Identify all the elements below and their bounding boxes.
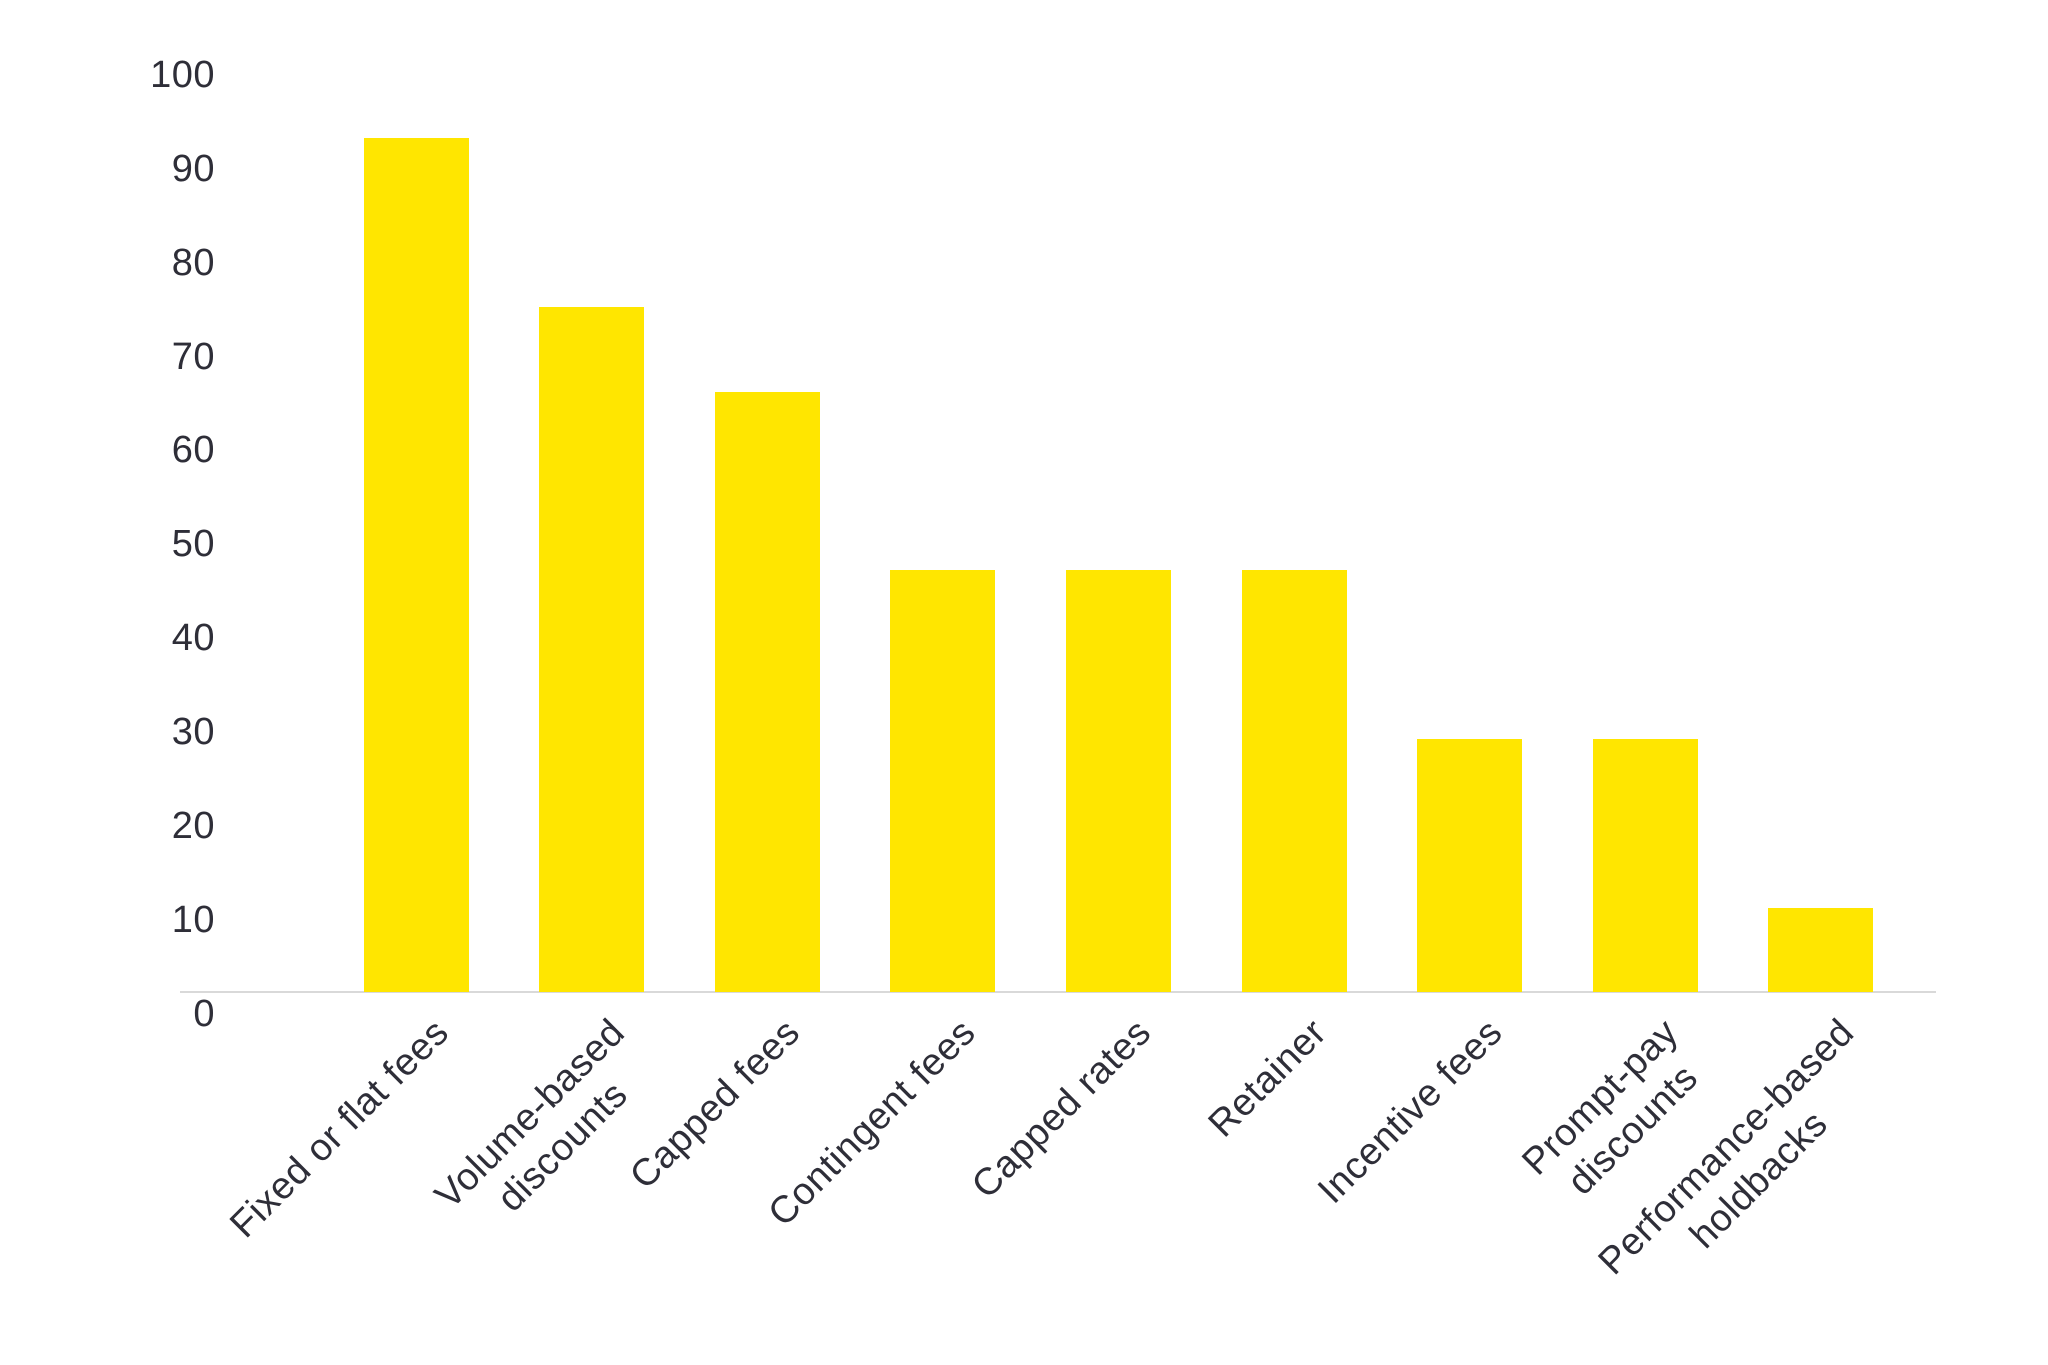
bar [363,138,469,993]
x-axis-line [180,991,1936,993]
x-category-label: Volume-based discounts [426,1011,636,1221]
y-tick-label: 0 [193,992,215,1035]
bar [1065,570,1171,993]
y-tick-label: 30 [171,710,215,753]
bar [714,391,820,993]
x-category-label: Capped fees [622,1011,809,1198]
bar [890,570,996,993]
x-category-label: Fixed or flat fees [222,1011,458,1247]
y-tick-label: 70 [171,335,215,378]
bar [539,307,645,993]
bar [1592,739,1698,993]
bar [1241,570,1347,993]
y-tick-label: 20 [171,804,215,847]
x-category-label: Incentive fees [1310,1011,1511,1212]
x-category-label: Retainer [1201,1011,1336,1146]
bar [1417,739,1523,993]
y-tick-label: 40 [171,617,215,660]
y-tick-label: 90 [171,147,215,190]
bar [1768,908,1874,993]
y-tick-label: 60 [171,429,215,472]
y-tick-label: 10 [171,898,215,941]
x-category-label: Capped rates [964,1011,1160,1207]
y-tick-label: 100 [150,54,215,96]
y-tick-label: 50 [171,523,215,566]
y-tick-label: 80 [171,241,215,284]
